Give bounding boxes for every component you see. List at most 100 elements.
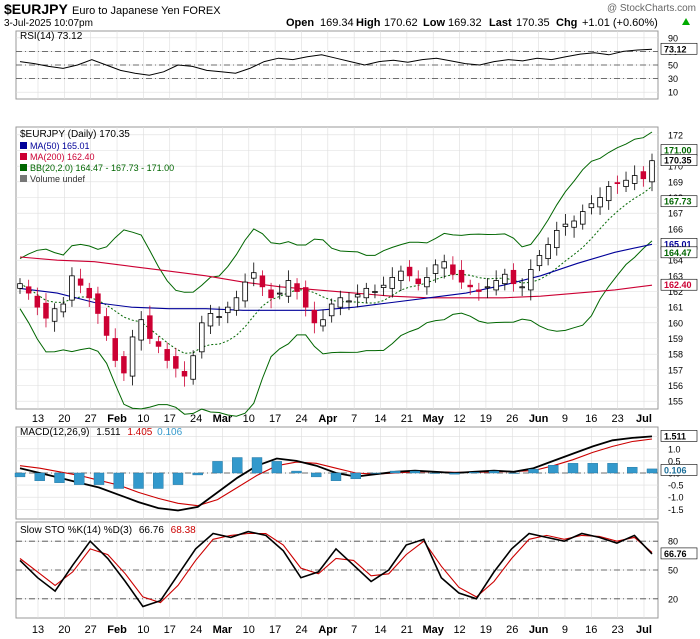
macd-hist-bar: [232, 457, 243, 474]
macd-value-label: 1.511: [660, 430, 698, 442]
quote-date: 3-Jul-2025 10:07pm: [4, 18, 93, 29]
x-axis-label: May: [423, 413, 445, 425]
x-axis-label: 19: [480, 413, 492, 425]
axis-ticks: 9070503010172171170169168167166165164163…: [668, 33, 684, 604]
bb-upper-line: [19, 131, 653, 293]
x-axis-label: Mar: [213, 624, 233, 636]
candle: [432, 259, 439, 283]
price-value-label-box: [660, 195, 698, 208]
sto-tick: 50: [668, 566, 678, 576]
price-tick: 164: [668, 256, 683, 266]
macd-hist-bar: [429, 472, 440, 474]
candle: [25, 279, 32, 300]
candle: [77, 268, 84, 294]
candle-body: [34, 295, 41, 308]
candle-body: [17, 283, 23, 289]
candle: [17, 278, 23, 294]
macd-hist-bar: [646, 468, 658, 474]
sto-k-line: [19, 530, 653, 608]
candle: [86, 282, 93, 308]
candle: [510, 263, 517, 292]
macd-hist-bar: [587, 463, 598, 474]
macd-hist-bar: [409, 470, 421, 474]
candle: [294, 278, 300, 300]
candle: [493, 270, 499, 296]
candle: [103, 307, 110, 341]
candle: [528, 259, 534, 301]
macd-value-label-box: [660, 430, 698, 442]
candle-body: [320, 319, 326, 327]
candle: [207, 304, 214, 334]
ma50-swatch: [20, 142, 27, 149]
candle: [268, 282, 274, 309]
price-value-label-box: [660, 154, 698, 166]
candle: [597, 187, 603, 215]
x-axis-label: 14: [374, 624, 386, 636]
candle-body: [450, 264, 456, 275]
up-arrow-icon: [682, 18, 690, 25]
price-tick: 159: [668, 334, 683, 344]
macd-hist-bar: [212, 461, 223, 474]
bollinger-bands: [19, 131, 653, 417]
chg-value: +1.01 (+0.60%): [582, 17, 658, 29]
x-axis-label: 17: [164, 624, 176, 636]
price-tick: 167: [668, 209, 683, 219]
sto-legend-prefix: Slow STO %K(14) %D(3): [20, 525, 132, 536]
candle: [242, 273, 248, 308]
rsi-value-label-text: 73.12: [664, 44, 687, 54]
x-axis-label: 21: [401, 624, 413, 636]
candle: [649, 153, 655, 192]
x-axis-label: 17: [164, 413, 176, 425]
x-axis-label: 16: [585, 413, 597, 425]
candle: [129, 329, 136, 386]
candle-body: [398, 270, 404, 281]
ma200-legend: MA(200) 162.40: [30, 152, 95, 162]
ma200-swatch: [20, 153, 27, 160]
price-legend-title: $EURJPY (Daily) 170.35: [20, 129, 130, 140]
macd-hist-bar: [251, 457, 263, 474]
macd-tick: -1.5: [668, 505, 684, 515]
macd-hist-bar: [528, 468, 539, 474]
candle-body: [311, 309, 318, 324]
candle-body: [121, 356, 127, 374]
candle-body: [268, 289, 274, 299]
price-tick: 172: [668, 130, 683, 140]
macd-hist-bar: [469, 472, 480, 474]
price-tick: 160: [668, 318, 683, 328]
candle: [328, 298, 335, 323]
x-axis-label: Feb: [107, 624, 127, 636]
macd-hist-bar: [508, 472, 519, 474]
candle-body: [528, 269, 534, 291]
x-axis-label: 19: [480, 624, 492, 636]
candle-body: [147, 315, 153, 339]
candle-body: [129, 336, 136, 377]
macd-hist-bar: [607, 463, 618, 474]
candle-body: [285, 280, 292, 297]
macd-tick: -1.0: [668, 493, 684, 503]
macd-hist-bar: [311, 472, 322, 478]
sto-legend-d: 68.38: [171, 525, 196, 536]
price-value-label-text: 162.40: [664, 280, 692, 290]
candle: [415, 270, 421, 291]
x-axis-label: 13: [32, 413, 44, 425]
x-axis-label: 24: [295, 413, 307, 425]
candle: [562, 213, 569, 236]
candle: [51, 303, 58, 332]
x-axis-label: 17: [269, 624, 281, 636]
candle: [302, 280, 309, 317]
candle-body: [467, 284, 473, 288]
x-axis-label: 9: [562, 413, 568, 425]
x-axis-label: 16: [585, 624, 597, 636]
x-axis-label: 23: [612, 413, 624, 425]
candle: [259, 270, 266, 297]
x-axis-label: 9: [562, 624, 568, 636]
open-label: Open: [286, 17, 314, 29]
x-axis-label: 7: [351, 624, 357, 636]
x-axis-label: Apr: [318, 413, 338, 425]
price-value-label: 171.00: [660, 144, 698, 156]
sto-legend: Slow STO %K(14) %D(3) 66.76 68.38: [20, 525, 196, 536]
candle: [588, 195, 595, 215]
high-value: 170.62: [384, 17, 418, 29]
candle: [424, 267, 430, 295]
